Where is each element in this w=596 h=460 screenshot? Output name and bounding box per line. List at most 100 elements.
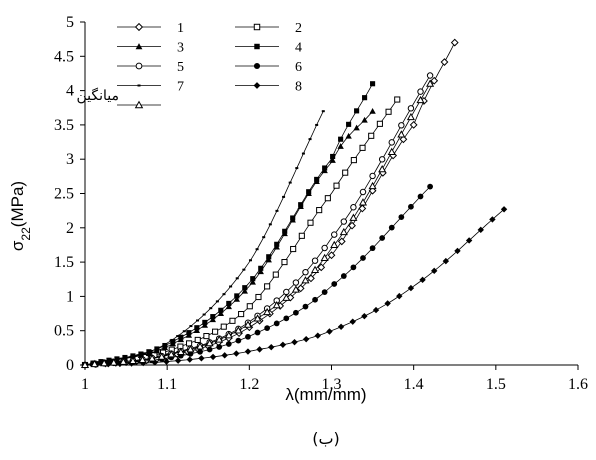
data-point xyxy=(233,350,240,357)
data-point xyxy=(398,214,405,221)
data-point xyxy=(406,112,415,121)
data-point xyxy=(255,248,259,251)
legend-label: 8 xyxy=(295,80,302,95)
series-5 xyxy=(81,72,434,369)
data-point xyxy=(137,84,141,87)
data-point xyxy=(372,306,380,314)
data-point xyxy=(419,276,426,284)
data-point xyxy=(256,346,263,353)
series-line xyxy=(84,83,373,366)
data-point xyxy=(246,303,253,310)
data-point xyxy=(253,314,262,322)
data-point xyxy=(454,247,461,255)
series-2 xyxy=(81,96,401,369)
legend-item: 5 xyxy=(117,60,184,75)
data-point xyxy=(209,353,217,361)
data-point xyxy=(361,312,368,320)
data-point xyxy=(221,352,228,359)
data-point xyxy=(266,254,272,260)
data-point xyxy=(220,323,227,330)
data-point xyxy=(291,338,298,346)
y-tick-label: 3 xyxy=(66,151,74,168)
legend-item: 6 xyxy=(235,60,302,75)
data-point xyxy=(329,157,336,163)
data-point xyxy=(264,325,271,331)
data-point xyxy=(90,362,94,365)
data-point xyxy=(427,183,433,190)
data-point xyxy=(340,218,348,225)
data-point xyxy=(258,265,264,271)
data-point xyxy=(255,293,262,301)
data-point xyxy=(186,356,193,363)
data-point xyxy=(317,263,326,272)
data-point xyxy=(130,353,136,359)
data-point xyxy=(384,300,391,307)
data-point xyxy=(500,206,508,213)
data-point xyxy=(442,257,450,265)
data-point xyxy=(249,278,256,285)
data-point xyxy=(275,209,279,212)
data-point xyxy=(216,344,223,350)
data-point xyxy=(321,289,328,295)
data-point xyxy=(119,357,128,365)
data-point xyxy=(96,361,100,364)
data-point xyxy=(362,95,368,101)
data-point xyxy=(136,354,140,357)
data-point xyxy=(342,169,349,176)
data-point xyxy=(281,259,288,266)
data-point xyxy=(222,293,226,296)
data-point xyxy=(169,339,173,342)
data-point xyxy=(195,342,205,350)
data-point xyxy=(235,337,242,344)
legend-item: 3 xyxy=(117,41,184,56)
data-point xyxy=(243,320,253,328)
data-point xyxy=(465,237,473,244)
data-point xyxy=(253,23,261,31)
data-point xyxy=(450,38,459,47)
data-point xyxy=(254,329,261,336)
data-point xyxy=(234,293,240,299)
data-point xyxy=(194,336,201,343)
data-point xyxy=(322,165,328,171)
data-point xyxy=(149,350,153,353)
data-point xyxy=(282,293,291,301)
data-point xyxy=(293,309,299,316)
data-point xyxy=(238,311,245,318)
data-point xyxy=(397,130,406,138)
data-point xyxy=(262,236,266,239)
data-point xyxy=(331,231,338,238)
data-point xyxy=(135,43,143,50)
data-point xyxy=(376,120,383,127)
data-point xyxy=(257,268,264,275)
series-line xyxy=(84,110,373,366)
data-point xyxy=(311,257,319,264)
legend-item: 8 xyxy=(235,80,302,95)
data-point xyxy=(368,132,375,139)
data-point xyxy=(254,43,260,50)
data-point xyxy=(407,105,415,112)
y-tick-label: 5 xyxy=(66,14,74,31)
data-point xyxy=(265,256,272,263)
data-point xyxy=(306,189,312,195)
data-point xyxy=(394,96,401,103)
legend-item: 4 xyxy=(235,41,302,56)
data-point xyxy=(396,292,403,300)
data-point xyxy=(378,156,386,163)
data-point xyxy=(274,241,280,247)
data-point xyxy=(210,314,216,320)
data-point xyxy=(301,276,310,284)
legend-item: 7 xyxy=(117,80,184,95)
data-point xyxy=(288,181,292,184)
data-point xyxy=(321,244,328,252)
data-point xyxy=(416,95,425,104)
axes: 1 1.1 1.2 1.3 1.4 1.5 1.6 0 0.5 1 1.5 2 2.5 3 3.5 4 4.5 5 xyxy=(54,14,588,393)
series-line xyxy=(84,99,398,366)
data-point xyxy=(330,153,336,160)
legend-label: 1 xyxy=(177,21,184,36)
data-point xyxy=(242,268,246,271)
data-point xyxy=(430,76,439,85)
data-point xyxy=(90,359,99,368)
data-point xyxy=(301,152,305,155)
data-point xyxy=(268,343,275,351)
data-point xyxy=(298,232,305,239)
